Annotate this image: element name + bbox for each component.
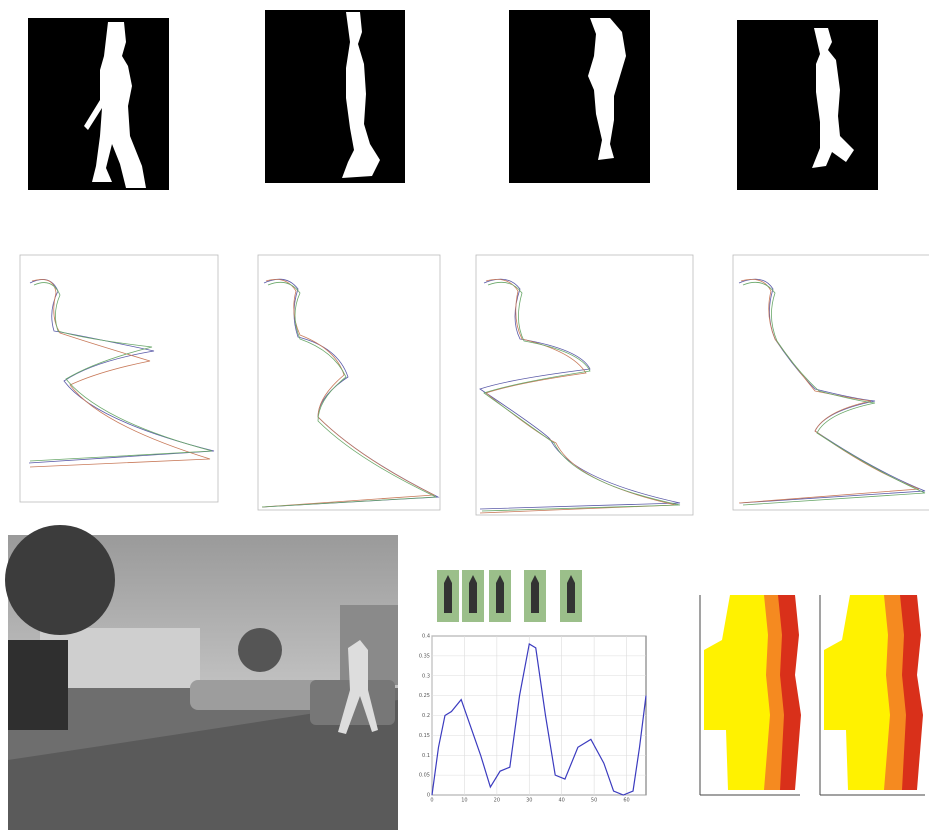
x-tick-label: 0 bbox=[430, 798, 433, 804]
silhouettes bbox=[28, 10, 878, 190]
y-tick-label: 0.15 bbox=[419, 733, 430, 739]
x-tick-label: 30 bbox=[526, 798, 532, 804]
thumbnails bbox=[437, 570, 582, 622]
y-tick-label: 0.25 bbox=[419, 693, 430, 699]
y-tick-label: 0.35 bbox=[419, 653, 430, 659]
x-tick-label: 10 bbox=[461, 798, 467, 804]
x-tick-label: 60 bbox=[623, 798, 629, 804]
street-photo bbox=[5, 525, 398, 830]
contour-plots bbox=[20, 255, 929, 515]
y-tick-label: 0.05 bbox=[419, 773, 430, 779]
figure: 00.050.10.150.20.250.30.350.401020304050… bbox=[0, 0, 929, 832]
depth-silhouettes bbox=[700, 595, 925, 795]
y-tick-label: 0.4 bbox=[422, 634, 430, 640]
y-tick-label: 0.1 bbox=[422, 753, 430, 759]
y-tick-label: 0.2 bbox=[422, 713, 430, 719]
x-tick-label: 50 bbox=[591, 798, 597, 804]
x-tick-label: 40 bbox=[559, 798, 565, 804]
y-tick-label: 0.3 bbox=[422, 673, 430, 679]
x-tick-label: 20 bbox=[494, 798, 500, 804]
